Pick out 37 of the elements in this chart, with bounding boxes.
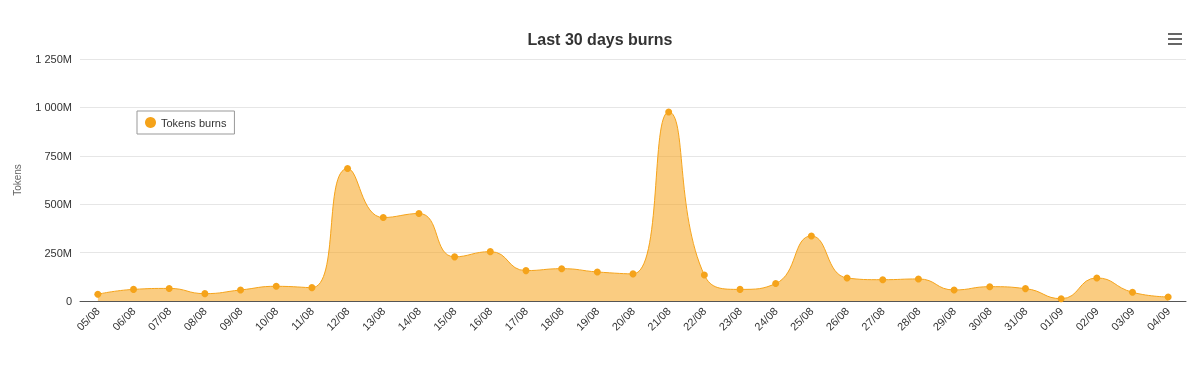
- y-tick-label: 0: [65, 295, 72, 307]
- point: [272, 282, 280, 290]
- y-tick-label: 1 250M: [35, 53, 72, 65]
- point: [700, 271, 708, 279]
- y-tick-label: 1 000M: [35, 101, 72, 114]
- point: [1164, 293, 1172, 301]
- point: [451, 253, 459, 261]
- y-tick-label: 500M: [44, 198, 72, 211]
- point: [1128, 288, 1136, 296]
- point: [914, 275, 922, 283]
- point: [1021, 285, 1029, 293]
- point: [165, 284, 173, 292]
- point: [807, 232, 815, 240]
- point: [522, 267, 530, 275]
- point: [1093, 274, 1101, 282]
- point: [593, 268, 601, 276]
- point: [879, 276, 887, 284]
- point: [486, 248, 494, 256]
- point: [308, 284, 316, 292]
- point: [94, 290, 102, 298]
- y-axis-title: Tokens: [11, 164, 23, 196]
- point: [736, 285, 744, 293]
- point: [237, 286, 245, 294]
- point: [379, 214, 387, 222]
- chart-title: Last 30 days burns: [527, 30, 673, 48]
- point: [665, 108, 673, 116]
- point: [415, 209, 423, 217]
- point: [201, 290, 209, 298]
- point: [1057, 295, 1065, 303]
- point: [986, 283, 994, 291]
- legend-label: Tokens burns: [161, 116, 227, 129]
- point: [344, 165, 352, 173]
- y-tick-label: 250M: [44, 246, 72, 259]
- point: [558, 265, 566, 273]
- point: [772, 280, 780, 288]
- y-tick-label: 750M: [44, 149, 72, 162]
- point: [130, 285, 138, 293]
